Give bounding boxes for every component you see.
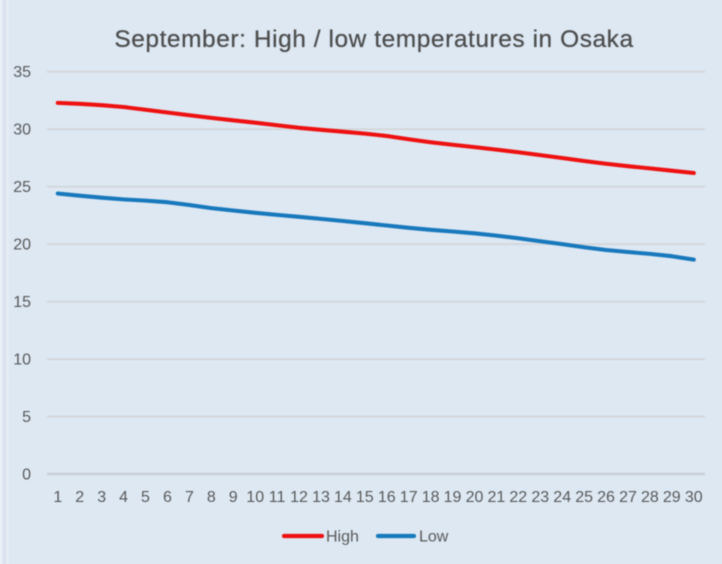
svg-text:10: 10 bbox=[13, 352, 31, 369]
svg-text:16: 16 bbox=[378, 489, 396, 506]
svg-text:1: 1 bbox=[53, 489, 62, 506]
svg-text:18: 18 bbox=[422, 489, 440, 506]
svg-text:10: 10 bbox=[246, 489, 264, 506]
svg-text:14: 14 bbox=[334, 489, 352, 506]
svg-text:6: 6 bbox=[163, 489, 172, 506]
svg-text:15: 15 bbox=[356, 489, 374, 506]
svg-text:5: 5 bbox=[141, 489, 150, 506]
svg-text:High: High bbox=[326, 529, 359, 546]
svg-text:23: 23 bbox=[531, 489, 549, 506]
svg-text:12: 12 bbox=[290, 489, 308, 506]
svg-text:2: 2 bbox=[75, 489, 84, 506]
svg-text:11: 11 bbox=[269, 489, 286, 506]
svg-text:7: 7 bbox=[185, 489, 194, 506]
svg-text:5: 5 bbox=[22, 409, 31, 426]
svg-text:21: 21 bbox=[488, 489, 506, 506]
svg-text:25: 25 bbox=[575, 489, 593, 506]
svg-text:27: 27 bbox=[619, 489, 637, 506]
svg-text:Low: Low bbox=[419, 529, 449, 546]
svg-text:22: 22 bbox=[509, 489, 527, 506]
svg-text:15: 15 bbox=[13, 294, 31, 311]
svg-text:19: 19 bbox=[444, 489, 462, 506]
svg-text:24: 24 bbox=[553, 489, 571, 506]
svg-text:8: 8 bbox=[207, 489, 216, 506]
svg-text:26: 26 bbox=[597, 489, 615, 506]
svg-text:20: 20 bbox=[13, 237, 31, 254]
svg-text:0: 0 bbox=[22, 466, 31, 483]
svg-text:28: 28 bbox=[641, 489, 659, 506]
svg-text:4: 4 bbox=[119, 489, 128, 506]
svg-text:30: 30 bbox=[685, 489, 703, 506]
svg-text:30: 30 bbox=[13, 122, 31, 139]
svg-text:13: 13 bbox=[312, 489, 330, 506]
svg-text:17: 17 bbox=[400, 489, 418, 506]
svg-text:9: 9 bbox=[229, 489, 238, 506]
svg-text:35: 35 bbox=[13, 64, 31, 81]
svg-text:25: 25 bbox=[13, 179, 31, 196]
svg-text:29: 29 bbox=[663, 489, 681, 506]
svg-text:3: 3 bbox=[97, 489, 106, 506]
svg-text:20: 20 bbox=[466, 489, 484, 506]
